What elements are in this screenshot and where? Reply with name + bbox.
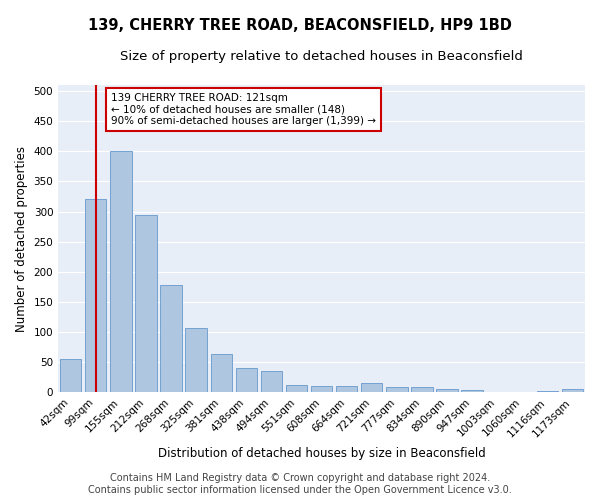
- Bar: [185, 328, 207, 392]
- Bar: [461, 390, 483, 392]
- Bar: [236, 368, 257, 392]
- Bar: [110, 152, 131, 392]
- Bar: [537, 391, 558, 392]
- Bar: [136, 214, 157, 392]
- Y-axis label: Number of detached properties: Number of detached properties: [15, 146, 28, 332]
- Bar: [411, 388, 433, 392]
- Text: Contains HM Land Registry data © Crown copyright and database right 2024.
Contai: Contains HM Land Registry data © Crown c…: [88, 474, 512, 495]
- Bar: [85, 200, 106, 392]
- Bar: [311, 386, 332, 392]
- Title: Size of property relative to detached houses in Beaconsfield: Size of property relative to detached ho…: [120, 50, 523, 63]
- Bar: [361, 382, 382, 392]
- Bar: [562, 390, 583, 392]
- Text: 139, CHERRY TREE ROAD, BEACONSFIELD, HP9 1BD: 139, CHERRY TREE ROAD, BEACONSFIELD, HP9…: [88, 18, 512, 32]
- Bar: [261, 371, 282, 392]
- Text: 139 CHERRY TREE ROAD: 121sqm
← 10% of detached houses are smaller (148)
90% of s: 139 CHERRY TREE ROAD: 121sqm ← 10% of de…: [111, 93, 376, 126]
- Bar: [436, 390, 458, 392]
- X-axis label: Distribution of detached houses by size in Beaconsfield: Distribution of detached houses by size …: [158, 447, 485, 460]
- Bar: [211, 354, 232, 393]
- Bar: [60, 359, 82, 392]
- Bar: [160, 285, 182, 393]
- Bar: [386, 387, 407, 392]
- Bar: [336, 386, 358, 392]
- Bar: [286, 385, 307, 392]
